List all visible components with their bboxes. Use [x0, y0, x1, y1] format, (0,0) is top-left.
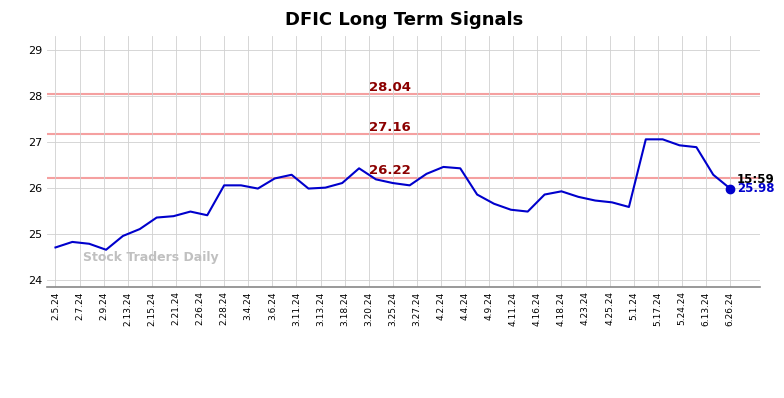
Text: 27.16: 27.16: [368, 121, 411, 134]
Text: 26.22: 26.22: [368, 164, 411, 177]
Text: 25.98: 25.98: [737, 182, 775, 195]
Title: DFIC Long Term Signals: DFIC Long Term Signals: [285, 11, 523, 29]
Text: 15:59: 15:59: [737, 173, 775, 185]
Text: Stock Traders Daily: Stock Traders Daily: [83, 252, 218, 265]
Text: 28.04: 28.04: [368, 80, 411, 94]
